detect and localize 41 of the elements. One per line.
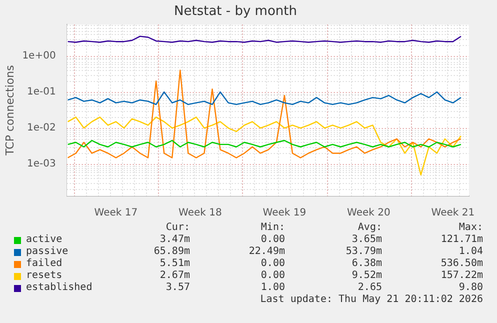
x-tick-label: Week 17 — [94, 208, 138, 219]
text: 157.22m — [440, 270, 483, 281]
text: 121.71m — [440, 234, 483, 245]
legend-label: active — [26, 234, 62, 245]
y-tick-label: 1e-03 — [26, 158, 56, 170]
x-tick-label: Week 19 — [262, 208, 306, 219]
text: 3.65m — [352, 234, 382, 245]
text: 2.67m — [160, 270, 190, 281]
text: 2.65 — [358, 282, 382, 293]
text: 22.49m — [248, 246, 285, 257]
y-tick-label: 1e-01 — [26, 86, 56, 98]
text: 1.04 — [458, 246, 483, 257]
x-tick-label: Week 20 — [347, 208, 390, 219]
text: 536.50m — [440, 258, 483, 269]
text: Last update: Thu May 21 20:11:02 2026 — [260, 294, 483, 305]
text: 0.00 — [260, 270, 285, 281]
text: 5.51m — [160, 258, 190, 269]
text: 1.00 — [260, 282, 285, 293]
text: 9.52m — [352, 270, 382, 281]
y-tick-label: 1e-02 — [26, 122, 56, 134]
text: 3.57 — [166, 282, 190, 293]
text: 65.89m — [154, 246, 190, 257]
legend-label: failed — [26, 258, 62, 269]
text: Max: — [458, 222, 483, 233]
legend-label: established — [26, 282, 92, 293]
x-tick-label: Week 18 — [178, 208, 222, 219]
text: 3.47m — [160, 234, 190, 245]
legend-label: passive — [26, 246, 68, 257]
y-tick-label: 1e+00 — [22, 50, 56, 62]
text: 6.38m — [352, 258, 382, 269]
legend-label: resets — [26, 270, 62, 281]
text: 53.79m — [346, 246, 382, 257]
chart-title: Netstat - by month — [174, 4, 297, 20]
y-axis-title: TCP connections — [3, 64, 16, 156]
x-tick-label: Week 21 — [431, 208, 475, 219]
text: Avg: — [358, 222, 382, 233]
text: Cur: — [166, 222, 190, 233]
text: 9.80 — [458, 282, 483, 293]
text: 0.00 — [260, 258, 285, 269]
text: 0.00 — [260, 234, 285, 245]
text: Min: — [260, 222, 285, 233]
